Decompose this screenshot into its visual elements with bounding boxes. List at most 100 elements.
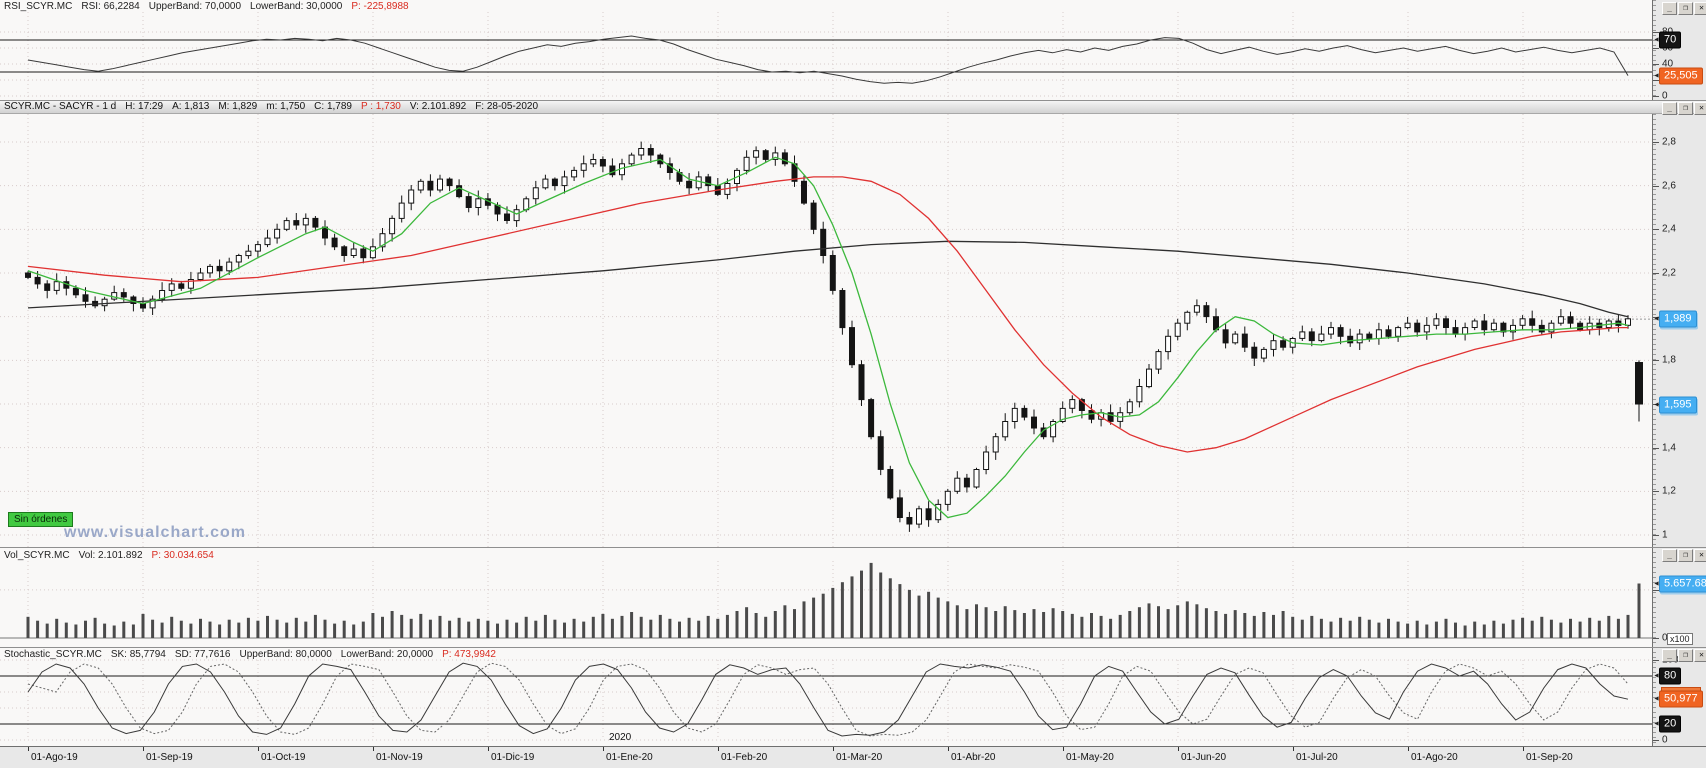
axis-tick <box>1653 534 1659 536</box>
axis-tick-label: 0 <box>1662 632 1668 644</box>
rsi-window-controls: _ ❐ ✕ <box>1662 2 1706 15</box>
badge-value: 70 <box>1664 33 1677 46</box>
minimize-icon[interactable]: _ <box>1662 549 1677 562</box>
rsi-price-axis[interactable]: 806040200◄70◄25,505 <box>1652 0 1706 102</box>
badge-value: 20 <box>1664 717 1677 730</box>
time-axis[interactable]: 01-Ago-19 01-Sep-19 01-Oct-19 01-Nov-19 01-D… <box>0 746 1706 768</box>
axis-arrow-icon: ◄ <box>1653 695 1660 703</box>
quote-date: F: 28-05-2020 <box>475 101 539 112</box>
time-label: 01-Ago-20 <box>1411 752 1458 763</box>
quote-volume: V: 2.101.892 <box>409 101 467 112</box>
price-axis[interactable]: 2,82,62,42,221,81,61,41,21◄1,989◄1,595 <box>1652 114 1706 547</box>
axis-arrow-icon: ◄ <box>1653 672 1660 680</box>
close-icon[interactable]: ✕ <box>1694 549 1706 562</box>
time-label: 01-Dic-19 <box>491 752 535 763</box>
axis-arrow-icon: ◄ <box>1653 72 1660 80</box>
visualchart-watermark: www.visualchart.com <box>64 524 247 541</box>
quote-close: C: 1,789 <box>314 101 352 112</box>
volume-p-value: P: 30.034.654 <box>151 550 214 561</box>
time-tick <box>718 747 719 751</box>
axis-tick <box>1653 142 1659 143</box>
volume-plot[interactable] <box>0 547 1652 647</box>
close-icon[interactable]: ✕ <box>1694 2 1706 15</box>
badge-value: 1,595 <box>1664 398 1692 411</box>
restore-icon[interactable]: ❐ <box>1678 102 1693 115</box>
minimize-icon[interactable]: _ <box>1662 2 1677 15</box>
no-orders-badge: Sin órdenes <box>8 512 74 527</box>
value-badge-blue: ◄ 5.657.681 <box>1653 575 1706 593</box>
axis-tick <box>1653 80 1659 81</box>
time-tick <box>1063 747 1064 751</box>
time-tick <box>28 747 29 751</box>
close-icon[interactable]: ✕ <box>1694 102 1706 115</box>
axis-tick <box>1653 638 1659 639</box>
time-label: 01-Jun-20 <box>1181 752 1227 763</box>
axis-tick-label: 2,6 <box>1662 180 1676 192</box>
chart-titlebar[interactable]: SCYR.MC - SACYR - 1 d H: 17:29 A: 1,813 M: … <box>0 100 1706 115</box>
time-label: 01-Nov-19 <box>376 752 423 763</box>
rsi-value: RSI: 66,2284 <box>81 1 140 12</box>
minimize-icon[interactable]: _ <box>1662 102 1677 115</box>
time-tick <box>1293 747 1294 751</box>
stochastic-plot[interactable] <box>0 647 1652 746</box>
stochastic-panel: Stochastic_SCYR.MC SK: 85,7794 SD: 77,7616… <box>0 647 1706 746</box>
volume-multiplier-label: x100 <box>1667 633 1693 645</box>
candlestick-plot[interactable] <box>0 114 1652 547</box>
time-tick <box>258 747 259 751</box>
quote-low: m: 1,750 <box>266 101 306 112</box>
value-badge-blue: ◄ 1,989 <box>1653 310 1697 328</box>
stochastic-header: Stochastic_SCYR.MC SK: 85,7794 SD: 77,7616… <box>4 649 505 660</box>
axis-tick-label: 0 <box>1662 90 1668 102</box>
axis-tick <box>1653 589 1659 591</box>
axis-arrow-icon: ◄ <box>1653 401 1660 409</box>
minimize-icon[interactable]: _ <box>1662 649 1677 662</box>
axis-tick <box>1653 96 1659 97</box>
time-tick <box>1178 747 1179 751</box>
quote-time: H: 17:29 <box>125 101 164 112</box>
volume-symbol: Vol_SCYR.MC <box>4 550 70 561</box>
value-badge-black: ◄ 20 <box>1653 715 1682 733</box>
axis-tick-label: 1 <box>1662 529 1668 541</box>
rsi-panel: RSI_SCYR.MC RSI: 66,2284 UpperBand: 70,000… <box>0 0 1706 102</box>
volume-axis[interactable]: x100 50.0000◄5.657.681 <box>1652 547 1706 647</box>
rsi-upperband: UpperBand: 70,0000 <box>148 1 242 12</box>
axis-tick <box>1653 32 1659 33</box>
badge-value: 25,505 <box>1664 69 1698 82</box>
time-tick <box>488 747 489 751</box>
time-label: 01-Mar-20 <box>836 752 883 763</box>
quote-open: A: 1,813 <box>172 101 210 112</box>
axis-tick <box>1653 491 1659 493</box>
restore-icon[interactable]: ❐ <box>1678 649 1693 662</box>
axis-tick-label: 1,4 <box>1662 442 1676 454</box>
axis-arrow-icon: ◄ <box>1653 580 1660 588</box>
close-icon[interactable]: ✕ <box>1694 649 1706 662</box>
axis-tick <box>1653 740 1659 741</box>
restore-icon[interactable]: ❐ <box>1678 2 1693 15</box>
badge-value: 50,977 <box>1664 692 1698 705</box>
axis-tick-label: 2,4 <box>1662 223 1676 235</box>
stoch-sd: SD: 77,7616 <box>174 649 231 660</box>
time-tick <box>603 747 604 751</box>
axis-arrow-icon: ◄ <box>1653 720 1660 728</box>
time-tick <box>948 747 949 751</box>
time-label: 01-May-20 <box>1066 752 1114 763</box>
main-window-controls: _ ❐ ✕ <box>1662 102 1706 115</box>
value-badge-black: ◄ 80 <box>1653 667 1682 685</box>
time-tick <box>833 747 834 751</box>
time-label: 01-Ago-19 <box>31 752 78 763</box>
chart-title-text: SCYR.MC - SACYR - 1 d H: 17:29 A: 1,813 M: … <box>4 101 547 112</box>
stoch-sk: SK: 85,7794 <box>110 649 166 660</box>
stoch-symbol: Stochastic_SCYR.MC <box>4 649 102 660</box>
axis-tick <box>1653 229 1659 231</box>
axis-tick <box>1653 316 1659 318</box>
axis-tick-label: 0 <box>1662 734 1668 746</box>
rsi-plot[interactable] <box>0 0 1652 100</box>
time-label: 01-Jul-20 <box>1296 752 1338 763</box>
time-label: 01-Oct-19 <box>261 752 306 763</box>
rsi-symbol: RSI_SCYR.MC <box>4 1 73 12</box>
restore-icon[interactable]: ❐ <box>1678 549 1693 562</box>
stoch-window-controls: _ ❐ ✕ <box>1662 649 1706 662</box>
rsi-p-value: P: -225,8988 <box>351 1 409 12</box>
